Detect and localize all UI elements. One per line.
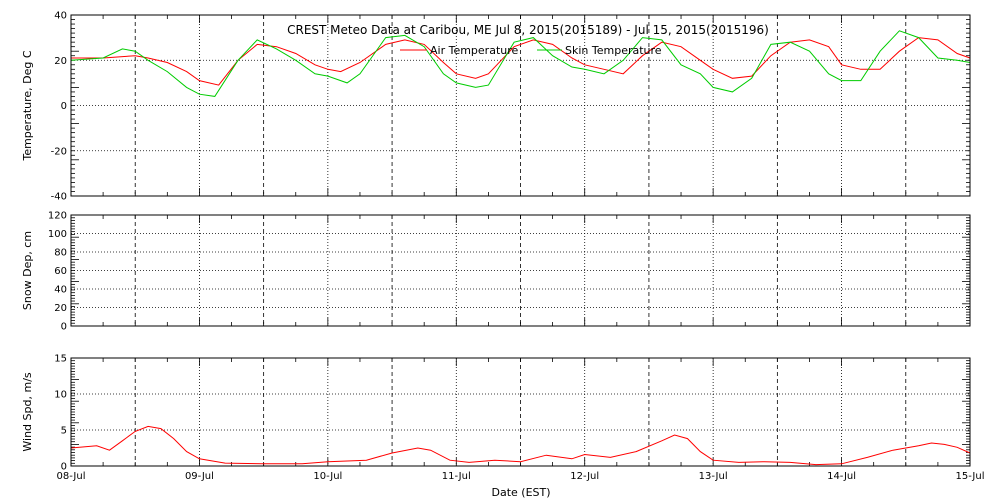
panel-1: -40 -20 0 20 40 Temperature, Deg C (21, 11, 971, 203)
series-line-air-temperature (71, 37, 971, 86)
y-tick-label: 60 (54, 266, 67, 277)
series-line-skin-temperature (70, 30, 971, 97)
y-tick-label: -20 (51, 146, 67, 157)
x-axis-label: Date (EST) (491, 486, 550, 499)
y-tick-label: 15 (54, 354, 67, 365)
plot-frame (70, 14, 971, 197)
y-tick-label: 10 (54, 390, 67, 401)
y-tick-label: 120 (48, 211, 67, 222)
y-tick-label: 5 (61, 426, 67, 437)
chart-panels: -40 -20 0 20 40 Temperature, Deg C 0 20 40 60 80 10… (21, 11, 984, 483)
legend-label-air: Air Temperature (430, 44, 519, 57)
y-axis-label: Snow Dep, cm (21, 231, 34, 310)
panel-2: 0 20 40 60 80 100 120 Snow Dep, cm (21, 211, 971, 333)
x-tick-label: 09-Jul (185, 471, 214, 482)
series-line-wind-speed (70, 425, 971, 466)
plot-frame (70, 214, 971, 327)
y-tick-label: 20 (54, 303, 67, 314)
y-tick-label: 0 (61, 322, 67, 333)
legend-label-skin: Skin Temperature (565, 44, 662, 57)
y-tick-label: 40 (54, 285, 67, 296)
x-tick-label: 11-Jul (442, 471, 471, 482)
x-tick-label: 12-Jul (570, 471, 599, 482)
panel-3: 0 5 10 15 Wind Spd, m/s (21, 354, 971, 473)
x-tick-label: 08-Jul (57, 471, 86, 482)
y-tick-label: 100 (48, 229, 67, 240)
y-axis-label: Wind Spd, m/s (21, 372, 34, 452)
chart-legend: Air Temperature Skin Temperature (400, 44, 662, 57)
y-tick-label: 20 (54, 56, 67, 67)
y-tick-label: 0 (61, 101, 67, 112)
y-tick-label: 0 (61, 462, 67, 473)
y-tick-label: -40 (51, 192, 67, 203)
x-tick-label: 15-Jul (956, 471, 985, 482)
x-tick-label: 10-Jul (313, 471, 342, 482)
plot-frame (70, 357, 971, 467)
x-tick-label: 13-Jul (699, 471, 728, 482)
y-tick-label: 80 (54, 248, 67, 259)
chart-title: CREST Meteo Data at Caribou, ME Jul 8, 2… (287, 23, 769, 37)
x-tick-label: 14-Jul (827, 471, 856, 482)
y-tick-label: 40 (54, 11, 67, 22)
y-axis-label: Temperature, Deg C (21, 50, 34, 161)
